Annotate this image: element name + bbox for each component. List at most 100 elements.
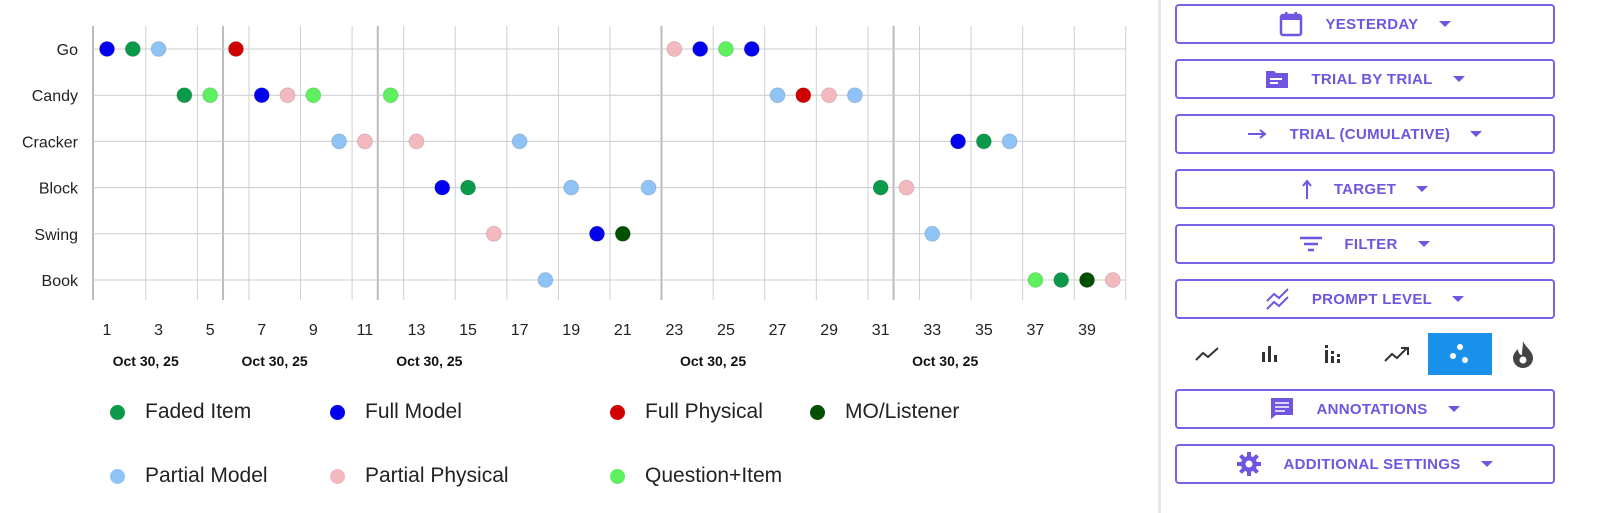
button-label: ANNOTATIONS	[1316, 400, 1428, 418]
legend-item[interactable]: Full Physical	[600, 400, 763, 424]
caret-down-icon	[1480, 461, 1493, 467]
legend-marker	[610, 404, 625, 420]
data-point-partial-model	[511, 133, 528, 150]
data-point-question-item	[1027, 272, 1044, 288]
legend-label: Full Model	[365, 400, 462, 423]
data-point-partial-physical	[279, 87, 296, 104]
gear-icon	[1237, 452, 1262, 476]
data-point-partial-physical	[666, 41, 683, 57]
target-button[interactable]: TARGET	[1175, 169, 1555, 209]
data-point-mo-listener	[1079, 272, 1095, 288]
comment-icon	[1270, 397, 1294, 421]
data-point-partial-physical	[898, 179, 915, 196]
multiline-icon	[1266, 288, 1290, 310]
date-label: Oct 30, 25	[242, 353, 308, 369]
arrow-right-icon	[1247, 129, 1268, 139]
annotations-button[interactable]: ANNOTATIONS	[1175, 389, 1555, 429]
x-tick-label: 33	[923, 322, 941, 339]
legend-item[interactable]: Full Model	[320, 400, 462, 424]
line-chart-icon	[1194, 347, 1219, 361]
caret-down-icon	[1470, 131, 1483, 137]
legend-item[interactable]: MO/Listener	[800, 400, 959, 424]
chart-type-stacked-bar-button[interactable]	[1302, 333, 1365, 375]
button-label: ADDITIONAL SETTINGS	[1283, 455, 1461, 473]
x-tick-label: 35	[975, 322, 993, 339]
data-point-full-model	[743, 41, 760, 57]
legend-marker	[610, 468, 625, 484]
x-tick-label: 1	[103, 322, 112, 339]
data-point-partial-physical	[821, 87, 838, 104]
bar-chart-icon	[1261, 346, 1279, 362]
filter-button[interactable]: FILTER	[1175, 224, 1555, 264]
data-point-partial-model	[537, 272, 554, 288]
legend-label: Partial Model	[145, 464, 268, 487]
data-point-full-model	[99, 41, 115, 57]
caret-down-icon	[1452, 76, 1465, 82]
data-point-full-model	[950, 133, 967, 150]
date-label: Oct 30, 25	[680, 353, 746, 369]
x-tick-label: 13	[408, 322, 426, 339]
data-point-partial-model	[924, 225, 941, 242]
x-tick-label: 19	[562, 322, 580, 339]
button-label: PROMPT LEVEL	[1311, 290, 1433, 308]
data-point-partial-physical	[408, 133, 425, 150]
x-tick-label: 29	[820, 322, 838, 339]
button-label: YESTERDAY	[1325, 15, 1419, 33]
chart-type-trend-button[interactable]	[1365, 333, 1428, 375]
data-point-partial-model	[150, 41, 167, 57]
stacked-bar-chart-icon	[1324, 345, 1342, 363]
y-tick-label: Go	[57, 42, 78, 59]
chart-type-bar-button[interactable]	[1238, 333, 1301, 375]
caret-down-icon	[1447, 406, 1460, 412]
legend-marker	[810, 404, 825, 420]
x-tick-label: 3	[154, 322, 163, 339]
data-point-faded-item	[124, 41, 141, 57]
data-point-full-model	[253, 87, 270, 104]
y-tick-label: Candy	[32, 88, 78, 105]
heatmap-chart-icon	[1512, 340, 1534, 368]
data-point-mo-listener	[614, 225, 631, 242]
data-point-partial-physical	[356, 133, 373, 150]
control-panel: YESTERDAY TRIAL BY TRIAL TRIAL (CUMULATIVE…	[1158, 0, 1600, 513]
legend-item[interactable]: Partial Model	[100, 464, 268, 488]
chart-type-line-button[interactable]	[1175, 333, 1238, 375]
folder-icon	[1265, 69, 1289, 89]
data-point-question-item	[717, 41, 734, 57]
date-label: Oct 30, 25	[113, 353, 179, 369]
arrow-up-icon	[1302, 179, 1312, 199]
data-point-partial-model	[563, 179, 580, 196]
y-tick-label: Book	[42, 273, 79, 290]
data-point-full-model	[434, 179, 451, 196]
trend-chart-icon	[1383, 346, 1410, 362]
scatter-chart-icon	[1449, 343, 1471, 365]
button-label: TRIAL BY TRIAL	[1311, 70, 1433, 88]
prompt-level-button[interactable]: PROMPT LEVEL	[1175, 279, 1555, 319]
x-tick-label: 39	[1078, 322, 1096, 339]
additional-settings-button[interactable]: ADDITIONAL SETTINGS	[1175, 444, 1555, 484]
chart-type-scatter-button[interactable]	[1428, 333, 1492, 375]
data-point-partial-model	[331, 133, 348, 150]
data-point-faded-item	[1053, 272, 1070, 288]
data-point-partial-model	[769, 87, 786, 104]
legend-item[interactable]: Partial Physical	[320, 464, 509, 488]
yesterday-button[interactable]: YESTERDAY	[1175, 4, 1555, 44]
x-tick-label: 5	[206, 322, 215, 339]
legend-item[interactable]: Faded Item	[100, 400, 251, 424]
trial-by-trial-button[interactable]: TRIAL BY TRIAL	[1175, 59, 1555, 99]
button-label: TRIAL (CUMULATIVE)	[1289, 125, 1451, 143]
data-point-partial-model	[846, 87, 863, 104]
date-label: Oct 30, 25	[912, 353, 978, 369]
legend-marker	[110, 468, 125, 484]
button-label: FILTER	[1344, 235, 1398, 253]
trial-cumulative-button[interactable]: TRIAL (CUMULATIVE)	[1175, 114, 1555, 154]
caret-down-icon	[1438, 21, 1451, 27]
x-tick-label: 23	[665, 322, 683, 339]
legend-label: Question+Item	[645, 464, 783, 487]
data-point-question-item	[382, 87, 399, 104]
chart-type-heatmap-button[interactable]	[1492, 333, 1555, 375]
data-point-faded-item	[975, 133, 992, 150]
x-tick-label: 21	[614, 322, 632, 339]
legend-item[interactable]: Question+Item	[600, 464, 782, 488]
data-point-question-item	[202, 87, 219, 104]
